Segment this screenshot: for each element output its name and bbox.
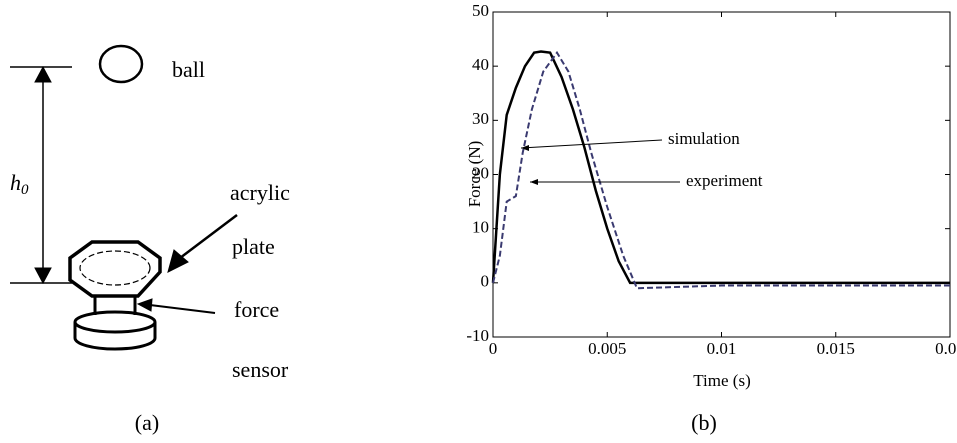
height-symbol: h (10, 170, 21, 195)
y-tick-label: -10 (466, 326, 489, 345)
arrow-head (34, 65, 52, 83)
x-tick-label: 0.005 (588, 339, 626, 358)
sensor-label: force (234, 297, 279, 322)
plate-dash (79, 250, 151, 286)
sensor-top (73, 310, 157, 334)
annotation-head (521, 145, 529, 151)
ball-label: ball (172, 57, 205, 82)
sensor-pointer (149, 304, 216, 314)
annotation: simulation (668, 129, 740, 148)
caption: (b) (691, 410, 717, 435)
x-tick-label: 0.01 (707, 339, 737, 358)
y-tick-label: 50 (472, 1, 489, 20)
y-axis-label: Force (N) (465, 141, 484, 208)
plate-label: acrylic (230, 180, 290, 205)
height-subscript: 0 (21, 182, 29, 198)
y-tick-label: 0 (481, 272, 490, 291)
plate-label: plate (232, 234, 275, 259)
pointer-head (136, 298, 153, 312)
ball-shape (98, 44, 144, 84)
annotation-head (530, 179, 538, 185)
x-tick-label: 0.015 (817, 339, 855, 358)
caption: (a) (135, 410, 159, 435)
diagram (10, 44, 238, 351)
height-label: h0 (10, 170, 29, 198)
annotation-arrow (520, 139, 663, 149)
x-tick-label: 0.02 (935, 339, 957, 358)
y-tick-label: 10 (472, 218, 489, 237)
x-tick-label: 0 (489, 339, 498, 358)
plate-pointer (179, 214, 238, 259)
sensor-label: sensor (232, 357, 289, 382)
series-line (491, 50, 950, 285)
sensor-base (73, 322, 157, 351)
arrow-head (34, 267, 52, 285)
x-axis-label: Time (s) (693, 371, 750, 390)
y-tick-label: 20 (472, 163, 489, 182)
pointer-head (167, 249, 189, 273)
y-tick-label: 30 (472, 109, 489, 128)
y-tick-label: 40 (472, 55, 489, 74)
series-line (492, 50, 950, 290)
annotation: experiment (686, 171, 763, 190)
plate-shape (68, 240, 162, 298)
